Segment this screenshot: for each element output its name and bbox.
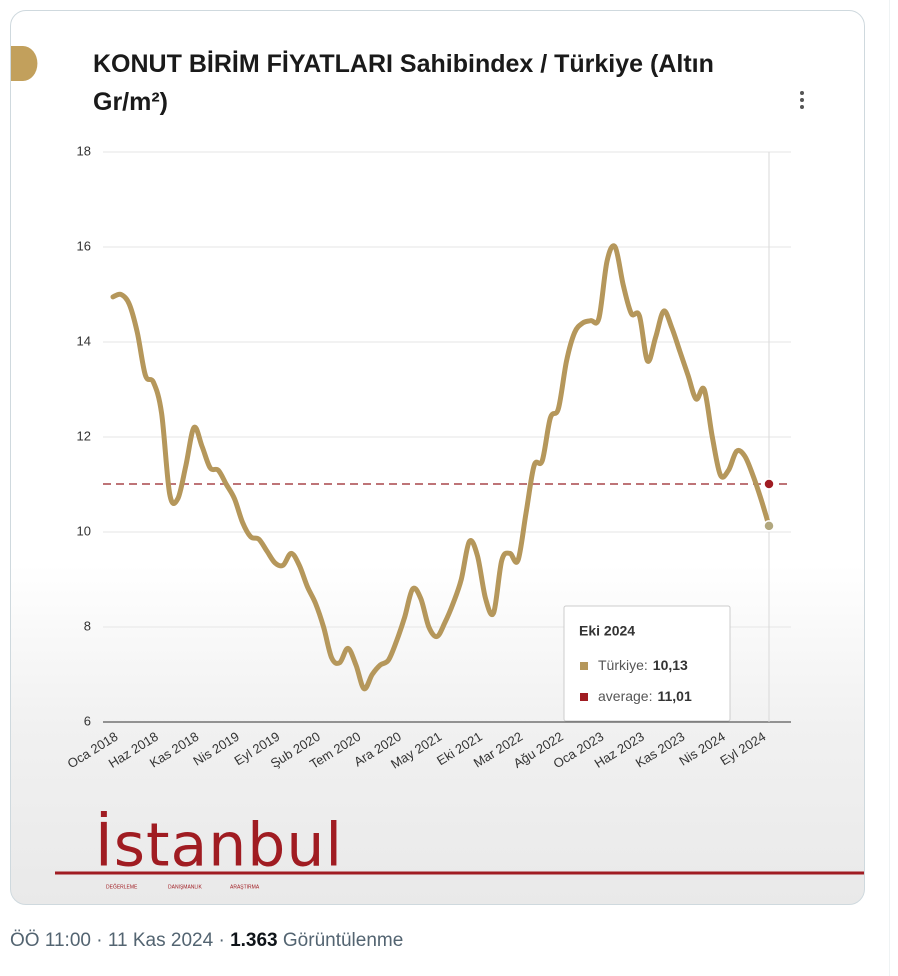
y-tick-label: 16	[77, 238, 91, 253]
views-count: 1.363	[230, 930, 278, 951]
tooltip-box	[563, 605, 731, 722]
average-point	[763, 478, 775, 490]
x-tick-label: Nis 2024	[676, 729, 727, 769]
separator: ·	[218, 930, 225, 951]
y-tick-label: 12	[77, 428, 91, 443]
logo: İstanbul DEĞERLEME DANIŞMANLIK ARAŞTIRMA	[55, 810, 864, 890]
tooltip-value: 10,13	[653, 657, 688, 673]
tooltip-name: average	[598, 688, 649, 704]
y-tick-label: 10	[77, 523, 91, 538]
menu-dot[interactable]	[800, 98, 804, 102]
separator: ·	[96, 930, 103, 951]
y-tick-label: 6	[84, 713, 91, 728]
y-tick-label: 18	[77, 143, 91, 158]
tooltip-title: Eki 2024	[579, 623, 635, 639]
column-border	[889, 0, 890, 976]
chart-title: KONUT BİRİM FİYATLARI Sahibindex / Türki…	[93, 50, 714, 116]
menu-icon[interactable]	[800, 91, 804, 109]
tooltip-value: 11,01	[657, 688, 691, 704]
tooltip-swatch	[580, 693, 588, 701]
tooltip-row: average: 11,01	[598, 688, 692, 704]
tooltip-swatch	[580, 662, 588, 670]
logo-tagline: ARAŞTIRMA	[230, 884, 260, 890]
x-tick-label: Nis 2019	[190, 729, 241, 769]
y-tick-label: 14	[77, 333, 91, 348]
chart-card: 6 8 10 12 14 16 18 Oca 2018 Haz 2018 Kas 2018 Nis …	[10, 10, 865, 905]
logo-name: İstanbul	[95, 810, 343, 881]
x-tick-label: Eyl 2024	[717, 729, 768, 769]
tooltip-separator: :	[649, 688, 653, 704]
logo-tagline: DANIŞMANLIK	[168, 884, 203, 890]
y-tick-label: 8	[84, 618, 91, 633]
tooltip-row: Türkiye: 10,13	[598, 657, 688, 673]
tooltip-separator: :	[644, 657, 648, 673]
logo-tagline: DEĞERLEME	[106, 883, 138, 890]
tooltip-name: Türkiye	[598, 657, 644, 673]
views-label: Görüntülenme	[282, 930, 404, 951]
menu-dot[interactable]	[800, 91, 804, 95]
series-line	[110, 243, 772, 692]
date[interactable]: 11 Kas 2024	[107, 930, 214, 951]
menu-dot[interactable]	[800, 105, 804, 109]
tab-marker	[11, 46, 38, 81]
time[interactable]: ÖÖ 11:00	[10, 930, 91, 951]
hover-point	[763, 520, 775, 532]
tweet-meta: ÖÖ 11:00 · 11 Kas 2024 · 1.363 Görüntüle…	[10, 930, 403, 952]
